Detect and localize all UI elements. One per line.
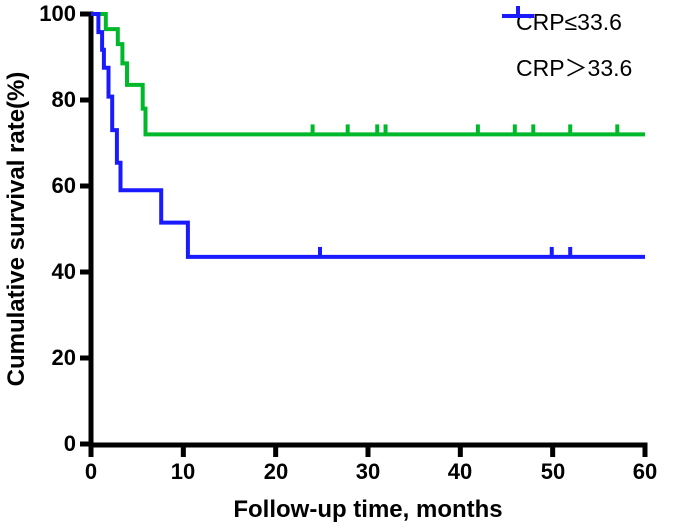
legend-label-crp-high: CRP＞33.6 [516,55,633,81]
x-tick-label-60: 60 [632,459,658,484]
survival-curve-0 [91,12,645,137]
y-tick-label-40: 40 [51,259,76,284]
x-tick-label-20: 20 [263,459,289,484]
y-tick-label-0: 0 [63,431,76,456]
x-tick-label-30: 30 [355,459,381,484]
y-tick-label-80: 80 [51,87,76,112]
legend-item-crp-high: CRP＞33.6 [500,6,633,88]
legend-marker-censor-icon [502,6,534,18]
x-tick-label-10: 10 [170,459,196,484]
legend: CRP≤33.6 CRP＞33.6 [500,0,632,88]
x-tick-label-50: 50 [540,459,566,484]
survival-curve-1 [91,12,645,259]
y-tick-label-100: 100 [39,1,76,26]
legend-label-crp-low: CRP≤33.6 [516,8,622,35]
x-axis-title: Follow-up time, months [233,496,503,523]
x-tick-label-0: 0 [84,459,98,484]
y-axis-title: Cumulative survival rate(%) [3,71,30,387]
y-tick-label-60: 60 [51,173,76,198]
y-tick-label-20: 20 [51,345,76,370]
x-tick-label-40: 40 [447,459,473,484]
